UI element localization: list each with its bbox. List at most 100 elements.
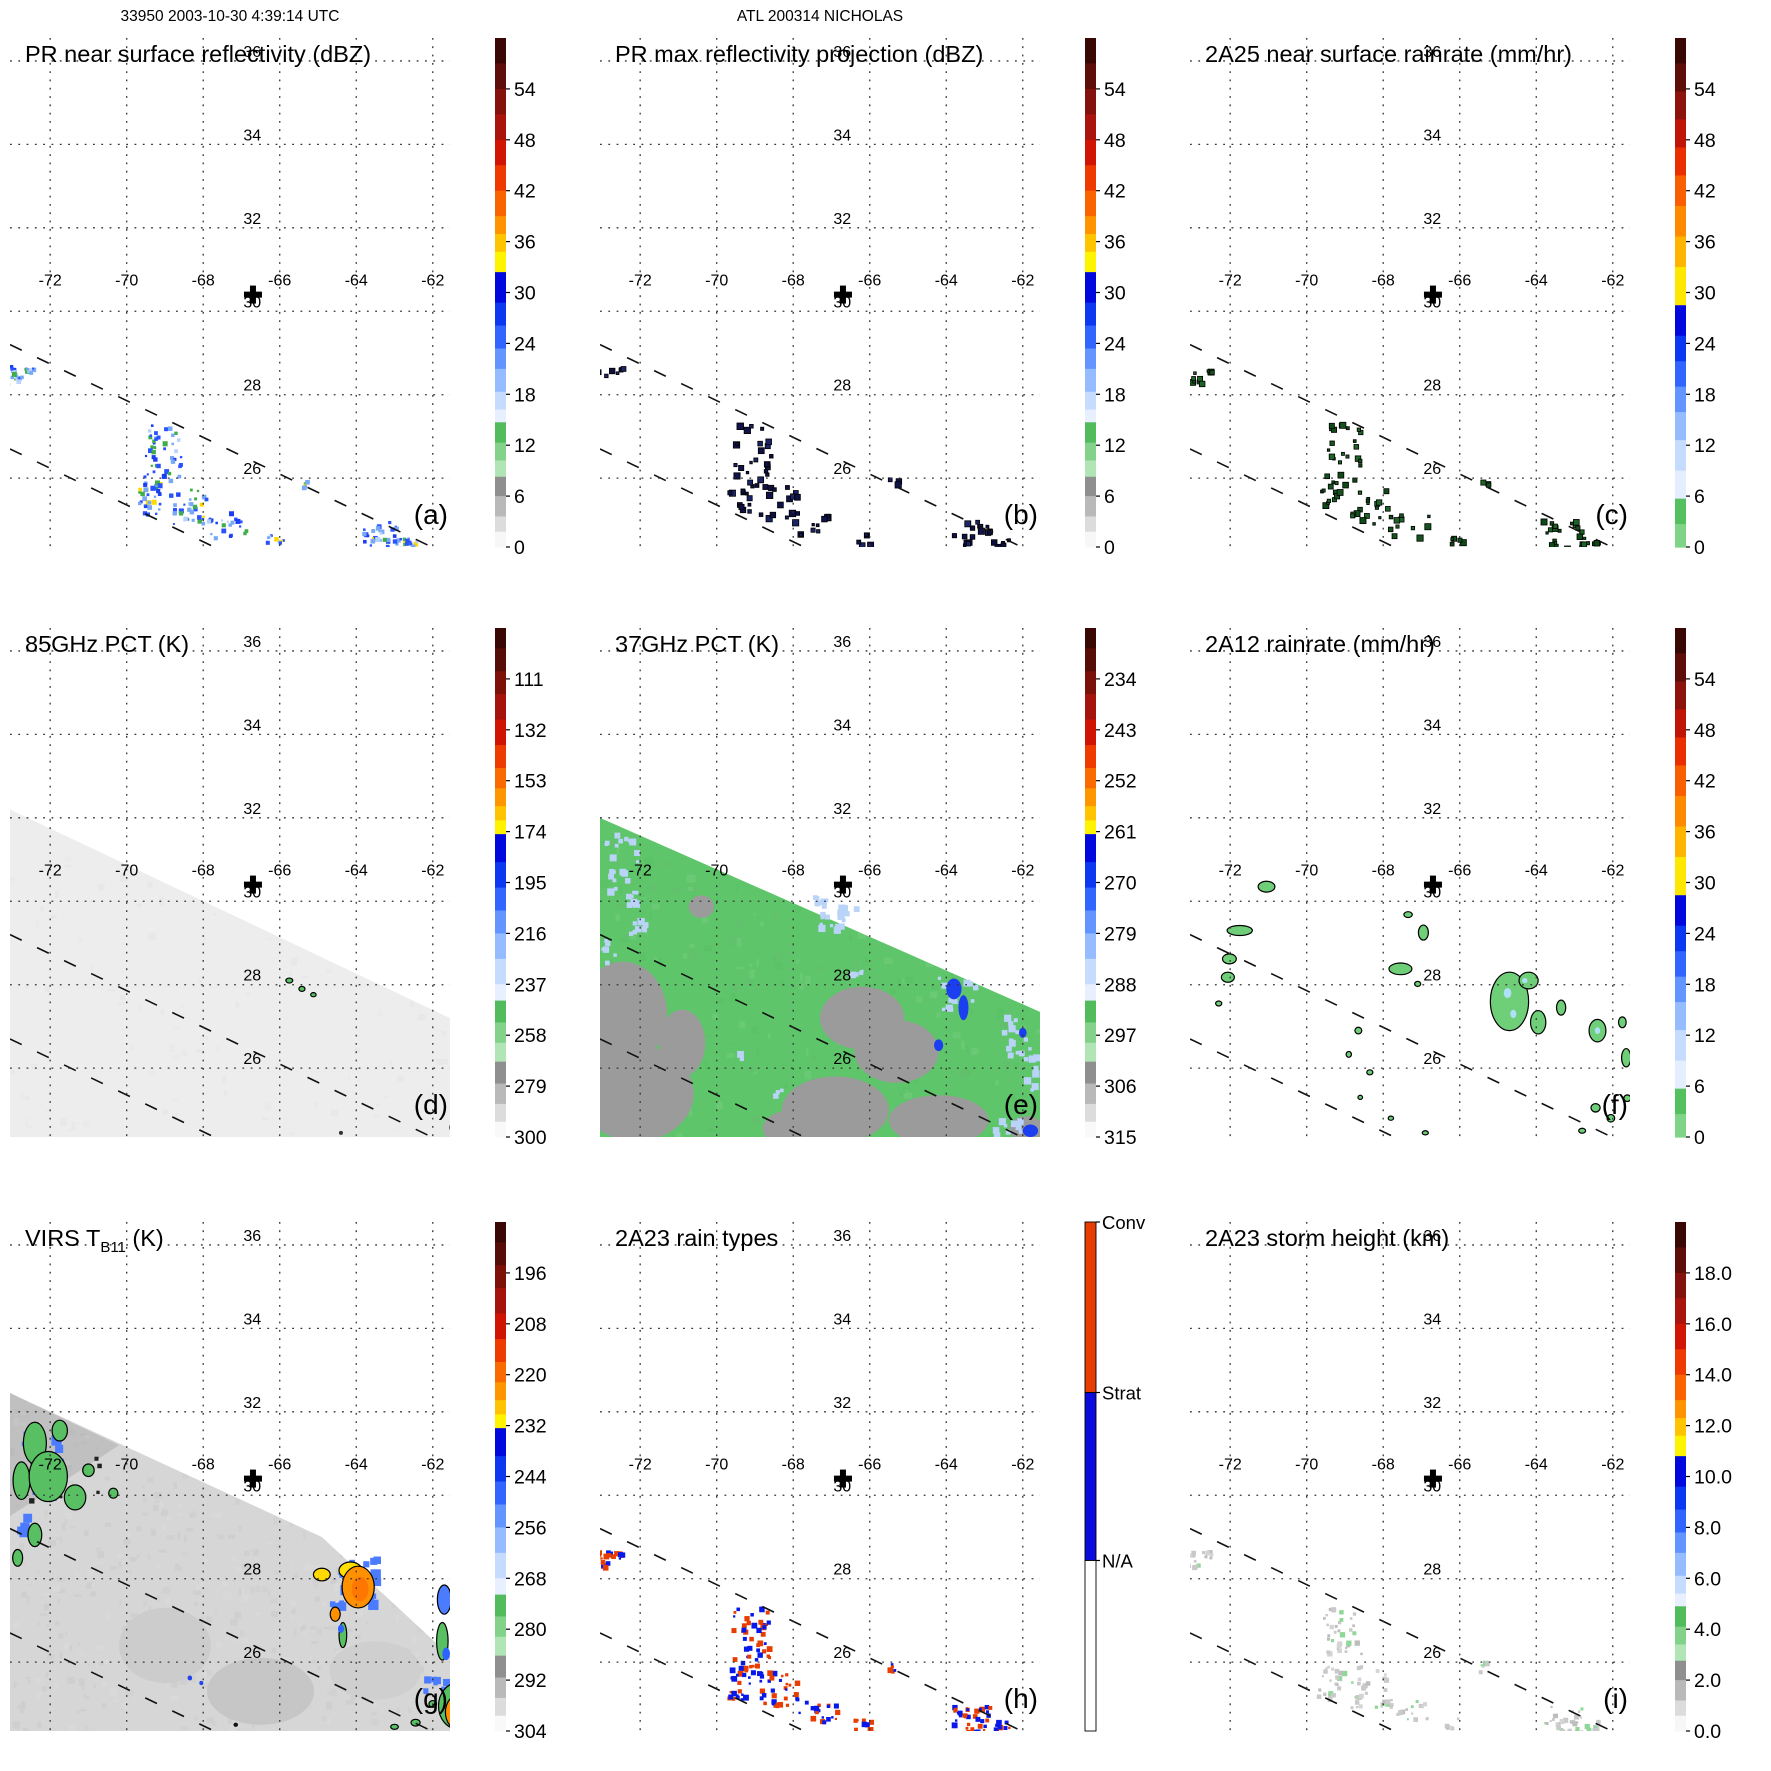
panel-a-echo-pixel (280, 539, 283, 543)
svg-text:-68: -68 (782, 272, 805, 289)
panel-a-echo-pixel (409, 540, 412, 543)
panel-a-echo-pixel (174, 431, 178, 436)
panel-c-echo-pixel (1374, 505, 1379, 510)
svg-text:174: 174 (514, 822, 547, 844)
panel-a-echo-pixel (204, 497, 209, 502)
panel-h-swath-edge-line (600, 1632, 807, 1731)
panel-h-echo-pixel (735, 1673, 739, 1677)
svg-text:36: 36 (833, 1228, 851, 1245)
panel-h-echo-pixel (995, 1727, 999, 1731)
panel-a-echo-pixel (147, 505, 153, 510)
panel-a-echo-pixel (183, 516, 188, 521)
panel-e-storm-center-cross (833, 875, 852, 894)
panel-c-swath-edge-line (1190, 343, 1614, 547)
panel-b-echo-pixel (592, 382, 596, 386)
panel-d-plot-area (10, 809, 450, 1137)
panel-i-echo-pixel (1204, 1555, 1208, 1559)
svg-text:-66: -66 (1448, 272, 1471, 289)
panel-i-echo-pixel (1572, 1719, 1576, 1723)
panel-h-echo-pixel (975, 1729, 981, 1731)
panel-h-echo-pixel (759, 1688, 765, 1694)
panel-i-echo-pixel (1545, 1721, 1549, 1726)
panel-g-speck (339, 1600, 345, 1606)
panel-e-speck (618, 838, 623, 844)
svg-text:28: 28 (243, 968, 261, 985)
panel-a-echo-pixel (267, 536, 270, 540)
panel-h-echo-pixel (600, 1560, 606, 1565)
panel-a-echo-pixel (235, 518, 241, 524)
panel-i-echo-pixel (1478, 1670, 1483, 1675)
svg-text:28: 28 (243, 378, 261, 395)
panel-a-echo-pixel (172, 507, 177, 512)
svg-text:-64: -64 (935, 272, 958, 289)
panel-b-plot-area (590, 343, 1024, 547)
panel-i-echo-pixel (1326, 1623, 1329, 1627)
panel-h-echo-pixel (977, 1723, 983, 1729)
panel-f-plot-area (1190, 880, 1630, 1137)
panel-e-speck (937, 976, 942, 980)
panel-i-echo-pixel (1359, 1693, 1364, 1699)
panel-e-speck (1008, 1025, 1016, 1033)
panel-e-speck (607, 888, 615, 896)
svg-text:36: 36 (1423, 1228, 1441, 1245)
panel-a-echo-pixel (403, 543, 407, 547)
svg-text:0: 0 (1694, 537, 1705, 559)
panel-h-echo-pixel (600, 1557, 603, 1560)
svg-text:36: 36 (1694, 232, 1716, 254)
panel-e-patch (762, 1109, 824, 1137)
panel-g-feature-blob (28, 1450, 68, 1503)
panel-g-speck (29, 1498, 35, 1504)
panel-e-speck (613, 953, 617, 957)
svg-text:6: 6 (1694, 1076, 1705, 1098)
svg-text:6.0: 6.0 (1694, 1568, 1721, 1590)
svg-text:28: 28 (1423, 1562, 1441, 1579)
panel-a-colorbar: 54 48 42 36 30 24 18 12 6 0 (495, 38, 536, 559)
panel-a-echo-pixel (366, 534, 370, 538)
panel-e-speck (963, 979, 971, 987)
panel-h-echo-pixel (748, 1676, 751, 1679)
svg-text:28: 28 (833, 378, 851, 395)
storm-name-header: ATL 200314 NICHOLAS (736, 8, 904, 25)
svg-text:8.0: 8.0 (1694, 1517, 1721, 1539)
panel-h-echo-pixel (974, 1708, 980, 1714)
panel-a-echo-pixel (170, 459, 176, 464)
panel-c-echo-pixel (1337, 460, 1342, 465)
panel-a-echo-pixel (27, 368, 32, 373)
svg-text:32: 32 (1423, 211, 1441, 228)
panel-i-echo-pixel (1597, 1728, 1600, 1731)
panel-b-echo-pixel (615, 371, 620, 375)
svg-text:30: 30 (1104, 283, 1126, 305)
panel-i-echo-pixel (1569, 1720, 1574, 1724)
panel-h-echo-pixel (763, 1642, 767, 1646)
panel-b-echo-pixel (590, 381, 593, 386)
svg-text:26: 26 (833, 461, 851, 478)
panel-h-echo-pixel (833, 1703, 839, 1709)
panel-a-echo-pixel (5, 379, 8, 382)
panel-a-echo-pixel (399, 546, 403, 547)
panel-i-echo-pixel (1595, 1723, 1599, 1727)
panel-f-feature-blob (1522, 978, 1528, 984)
panel-c-echo-pixel (1480, 479, 1487, 486)
panel-c-echo-pixel (1564, 545, 1571, 547)
panel-a-echo-pixel (385, 544, 390, 547)
panel-g-speck (424, 1676, 432, 1684)
panel-a-echo-pixel (201, 494, 207, 500)
panel-b-echo-pixel (765, 491, 774, 499)
panel-e-colorbar: 234 243 252 261 270 279 288 297 306 315 (1085, 628, 1137, 1149)
panel-e-speck (815, 896, 820, 900)
panel-h-echo-pixel (767, 1670, 773, 1676)
panel-b-echo-pixel (745, 470, 750, 475)
panel-h-echo-pixel (737, 1680, 742, 1685)
panel-b-echo-pixel (794, 493, 801, 501)
svg-text:32: 32 (243, 1395, 261, 1412)
panel-h-colorbar: Conv Strat N/A (1084, 1214, 1146, 1732)
panel-i-echo-pixel (1576, 1721, 1579, 1724)
svg-text:48: 48 (1694, 720, 1716, 742)
panel-d-graticule (10, 628, 450, 1137)
panel-a-echo-pixel (32, 367, 35, 370)
panel-a-map: -72 -70 -68 -66 -64 -62 36 34 32 30 28 26 PR near su… (5, 38, 536, 559)
panel-a-echo-pixel (171, 442, 174, 446)
panel-a-echo-pixel (175, 492, 179, 495)
svg-text:-66: -66 (268, 862, 291, 879)
svg-text:28: 28 (1423, 378, 1441, 395)
